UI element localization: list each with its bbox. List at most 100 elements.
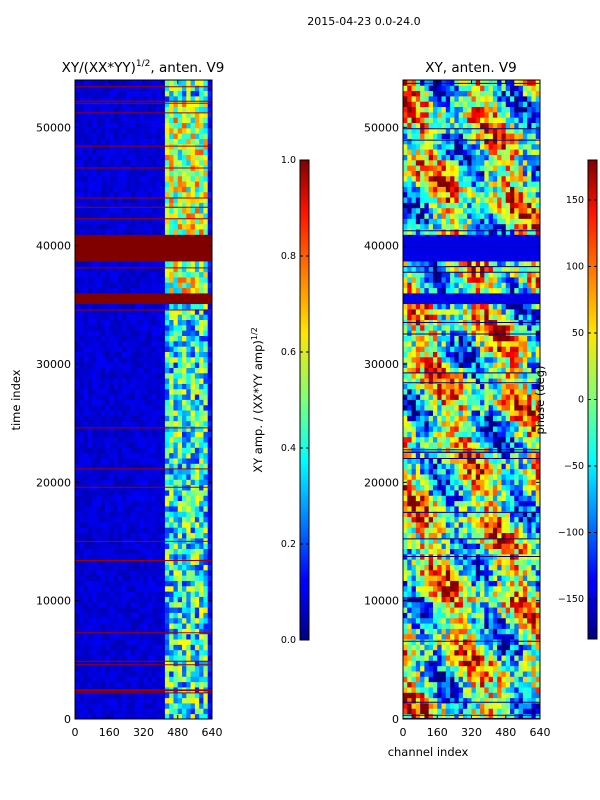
- amp-heatmap-cell: [143, 474, 149, 480]
- amp-heatmap-cell: [143, 649, 149, 656]
- phase-heatmap-cell: [432, 580, 438, 587]
- amp-heatmap-cell: [203, 85, 209, 92]
- amp-heatmap-cell: [122, 458, 127, 464]
- amp-heatmap-cell: [122, 671, 127, 677]
- amp-heatmap-cell: [92, 463, 97, 470]
- amp-heatmap-cell: [152, 335, 157, 342]
- amp-heatmap-cell: [113, 537, 119, 544]
- amp-heatmap-cell: [147, 218, 153, 225]
- amp-heatmap-cell: [122, 85, 127, 92]
- amp-heatmap-row: [75, 591, 212, 597]
- amp-heatmap-cell: [96, 356, 102, 363]
- amp-heatmap-cell: [130, 575, 136, 581]
- amp-heatmap-cell: [147, 569, 153, 576]
- phase-heatmap-cell: [432, 665, 438, 672]
- phase-heatmap-cell: [450, 681, 455, 688]
- amp-heatmap-cell: [194, 495, 200, 502]
- amp-heatmap-cell: [194, 351, 200, 358]
- amp-heatmap-cell: [160, 660, 166, 667]
- amp-heatmap-cell: [75, 660, 80, 667]
- phase-heatmap-cell: [480, 580, 485, 587]
- phase-heatmap-cell: [467, 617, 472, 624]
- amp-heatmap-cell: [117, 117, 123, 123]
- amp-heatmap-cell: [96, 213, 102, 219]
- amp-heatmap-cell: [194, 639, 200, 645]
- amp-heatmap-cell: [194, 442, 200, 448]
- phase-heatmap-cell: [450, 591, 455, 597]
- amp-heatmap-cell: [100, 261, 106, 267]
- amp-heatmap-cell: [169, 80, 174, 86]
- phase-heatmap-cell: [467, 628, 472, 635]
- amp-heatmap-cell: [152, 239, 157, 246]
- amp-heatmap-cell: [117, 569, 123, 576]
- amp-heatmap-cell: [83, 181, 89, 187]
- amp-heatmap-cell: [143, 234, 149, 241]
- amp-heatmap-cell: [122, 697, 127, 704]
- amp-heatmap-cell: [173, 474, 179, 480]
- phase-heatmap-cell: [467, 708, 472, 715]
- phase-heatmap-cell: [441, 655, 447, 661]
- amp-heatmap-cell: [83, 569, 89, 576]
- amp-heatmap-row: [75, 495, 212, 502]
- amp-heatmap-cell: [104, 149, 110, 155]
- amp-heatmap-cell: [203, 218, 209, 225]
- amp-heatmap-cell: [126, 564, 132, 571]
- amp-heatmap-cell: [152, 218, 157, 225]
- amp-heatmap-cell: [126, 197, 132, 203]
- amp-heatmap-cell: [96, 250, 102, 257]
- amp-heatmap-cell: [134, 697, 140, 704]
- amp-heatmap-cell: [126, 239, 132, 246]
- amp-heatmap-cell: [143, 314, 149, 321]
- amp-heatmap-cell: [147, 639, 153, 645]
- amp-heatmap-cell: [79, 101, 84, 108]
- amp-heatmap-cell: [87, 175, 93, 182]
- amp-heatmap-cell: [147, 101, 153, 108]
- amp-heatmap-cell: [126, 298, 132, 305]
- amp-heatmap-cell: [169, 298, 174, 305]
- phase-heatmap-cell: [527, 703, 532, 709]
- amp-heatmap-cell: [156, 628, 162, 635]
- phase-heatmap-cell: [450, 660, 455, 667]
- amp-heatmap-cell: [194, 521, 200, 528]
- amp-heatmap-cell: [207, 271, 212, 278]
- amp-heatmap-cell: [186, 617, 191, 624]
- amp-heatmap-cell: [87, 197, 93, 203]
- amp-heatmap-cell: [203, 612, 209, 619]
- phase-heatmap-cell: [462, 644, 468, 651]
- amp-heatmap-cell: [203, 447, 209, 454]
- amp-heatmap-cell: [156, 607, 162, 613]
- amp-heatmap-cell: [186, 639, 191, 645]
- amp-heatmap-cell: [104, 335, 110, 342]
- amp-heatmap-cell: [156, 186, 162, 193]
- amp-heatmap-cell: [164, 330, 170, 336]
- amp-heatmap-row: [75, 660, 212, 667]
- amp-heatmap-cell: [83, 713, 89, 719]
- amp-heatmap-cell: [199, 351, 204, 358]
- amp-heatmap-cell: [104, 356, 110, 363]
- amp-heatmap-cell: [194, 191, 200, 198]
- amp-heatmap-cell: [92, 255, 97, 262]
- amp-heatmap-cell: [113, 671, 119, 677]
- phase-heatmap-cell: [454, 665, 460, 672]
- amp-heatmap-cell: [130, 367, 136, 374]
- phase-heatmap-cell: [510, 649, 515, 656]
- amp-heatmap-cell: [169, 532, 174, 539]
- amp-heatmap-cell: [104, 186, 110, 193]
- amp-heatmap-cell: [169, 367, 174, 374]
- phase-heatmap-cell: [407, 575, 412, 581]
- amp-heatmap-cell: [117, 234, 123, 241]
- phase-heatmap-cell: [424, 660, 430, 667]
- amp-heatmap-cell: [156, 154, 162, 161]
- amp-heatmap-cell: [177, 85, 183, 92]
- amp-heatmap-cell: [139, 708, 144, 715]
- amp-heatmap-cell: [79, 282, 84, 289]
- phase-heatmap-cell: [475, 591, 481, 597]
- amp-heatmap-cell: [83, 90, 89, 97]
- amp-heatmap-cell: [164, 474, 170, 480]
- amp-heatmap-cell: [126, 697, 132, 704]
- amp-heatmap-cell: [160, 703, 166, 709]
- amp-heatmap-cell: [143, 159, 149, 166]
- amp-heatmap-cell: [182, 324, 187, 331]
- phase-heatmap-cell: [527, 687, 532, 693]
- amp-heatmap-cell: [194, 271, 200, 278]
